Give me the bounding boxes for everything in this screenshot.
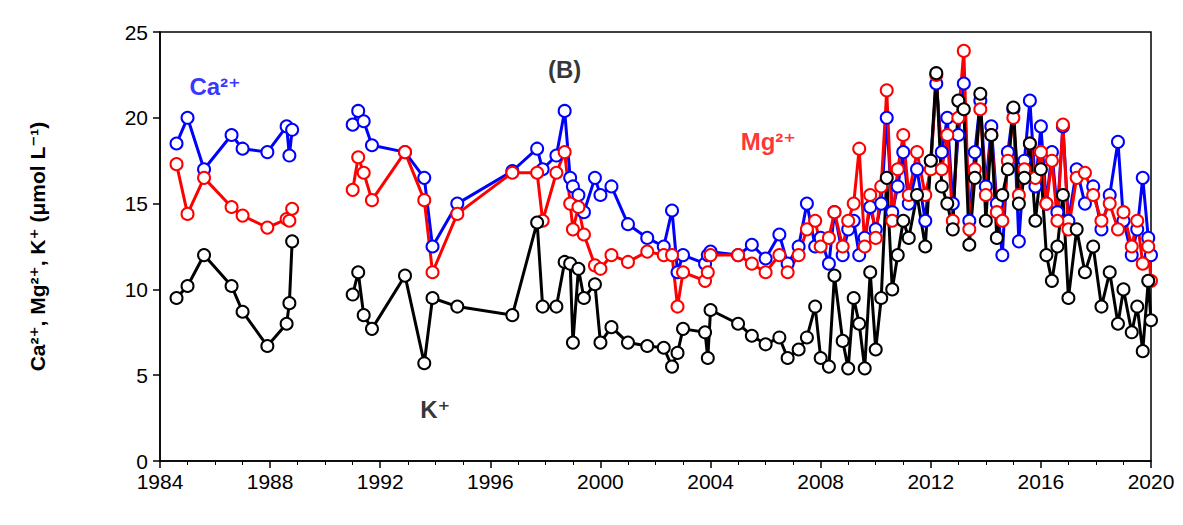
svg-text:2016: 2016 <box>1018 470 1065 493</box>
svg-text:2020: 2020 <box>1128 470 1175 493</box>
svg-text:2008: 2008 <box>797 470 844 493</box>
svg-text:10: 10 <box>125 278 148 301</box>
svg-text:2012: 2012 <box>907 470 954 493</box>
svg-text:Mg²⁺: Mg²⁺ <box>741 128 796 155</box>
svg-text:1984: 1984 <box>137 470 184 493</box>
svg-text:2004: 2004 <box>687 470 734 493</box>
svg-text:0: 0 <box>136 449 148 473</box>
svg-text:(B): (B) <box>548 56 581 83</box>
svg-text:5: 5 <box>136 364 148 387</box>
svg-text:1988: 1988 <box>247 470 294 493</box>
svg-text:2000: 2000 <box>577 470 624 493</box>
svg-text:15: 15 <box>125 192 148 215</box>
svg-text:20: 20 <box>125 106 148 129</box>
svg-text:1996: 1996 <box>467 470 514 493</box>
svg-text:K⁺: K⁺ <box>420 396 450 423</box>
svg-text:1992: 1992 <box>357 470 404 493</box>
svg-text:Ca²⁺: Ca²⁺ <box>189 73 240 100</box>
svg-text:25: 25 <box>125 21 148 44</box>
svg-text:Ca²⁺, Mg²⁺, K⁺ (μmol L⁻¹): Ca²⁺, Mg²⁺, K⁺ (μmol L⁻¹) <box>26 122 49 372</box>
